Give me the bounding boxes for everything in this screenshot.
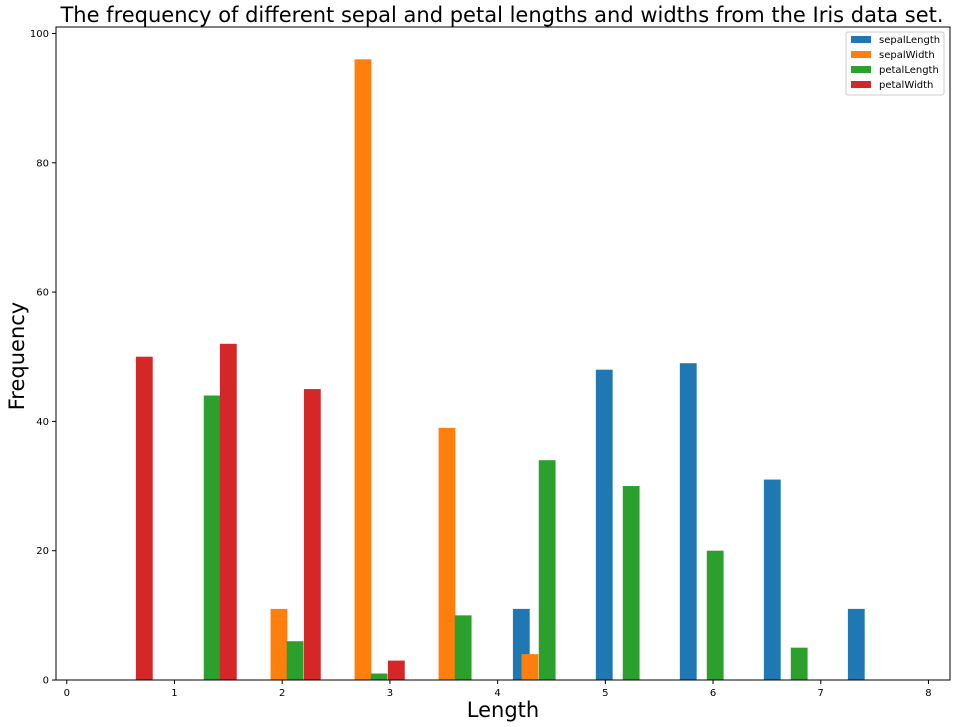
bar-petalWidth-3 — [387, 660, 405, 680]
x-tick-label: 2 — [279, 688, 285, 699]
x-tick-label: 4 — [494, 688, 500, 699]
bar-petalLength-4 — [538, 460, 556, 680]
bar-sepalLength-4 — [847, 608, 865, 680]
bar-sepalLength-2 — [679, 363, 697, 680]
bar-petalLength-6 — [706, 550, 724, 680]
y-tick-label: 20 — [36, 546, 49, 557]
bar-petalLength-1 — [286, 641, 304, 680]
bar-sepalWidth-0 — [270, 608, 288, 680]
x-tick-label: 6 — [710, 688, 716, 699]
axes-group — [55, 26, 951, 681]
y-tick-label: 60 — [36, 288, 49, 299]
bar-sepalLength-1 — [595, 369, 613, 680]
bars-group — [135, 59, 865, 680]
legend-label-petalLength: petalLength — [879, 65, 939, 76]
bar-petalWidth-1 — [219, 343, 237, 680]
bar-sepalWidth-2 — [438, 427, 456, 680]
y-tick-label: 80 — [36, 158, 49, 169]
legend-swatch-petalWidth — [851, 81, 871, 88]
legend-label-petalWidth: petalWidth — [879, 80, 933, 91]
legend-swatch-petalLength — [851, 66, 871, 73]
bar-sepalWidth-3 — [521, 654, 539, 680]
bar-sepalLength-3 — [763, 479, 781, 680]
x-tick-label: 3 — [387, 688, 393, 699]
x-tick-label: 0 — [64, 688, 70, 699]
bar-petalLength-2 — [370, 673, 388, 680]
y-ticks-group: 0 20 40 60 80 100 — [30, 29, 56, 687]
legend-label-sepalLength: sepalLength — [879, 35, 940, 46]
legend-label-sepalWidth: sepalWidth — [879, 50, 935, 61]
x-ticks-group: 0 1 2 3 4 5 6 7 8 — [64, 680, 932, 699]
legend-swatch-sepalWidth — [851, 51, 871, 58]
bar-sepalWidth-1 — [354, 59, 372, 680]
legend-frame — [845, 31, 945, 96]
x-tick-label: 1 — [171, 688, 177, 699]
bar-petalLength-7 — [790, 647, 808, 680]
y-tick-label: 0 — [43, 676, 49, 687]
x-tick-label: 5 — [602, 688, 608, 699]
x-axis-label: Length — [467, 698, 539, 722]
bar-petalWidth-2 — [303, 389, 321, 680]
legend-swatch-sepalLength — [851, 36, 871, 43]
x-tick-label: 7 — [818, 688, 824, 699]
plot-frame — [55, 26, 951, 681]
y-tick-label: 40 — [36, 417, 49, 428]
legend: sepalLength sepalWidth petalLength petalWid… — [845, 31, 945, 96]
y-tick-label: 100 — [30, 29, 49, 40]
bar-petalLength-3 — [454, 615, 472, 680]
bar-petalWidth-0 — [135, 356, 153, 680]
chart-title: The frequency of different sepal and pet… — [59, 3, 943, 27]
bar-petalLength-5 — [622, 486, 640, 680]
x-tick-label: 8 — [925, 688, 931, 699]
y-axis-label: Frequency — [5, 302, 29, 411]
bar-petalLength-0 — [203, 395, 221, 680]
